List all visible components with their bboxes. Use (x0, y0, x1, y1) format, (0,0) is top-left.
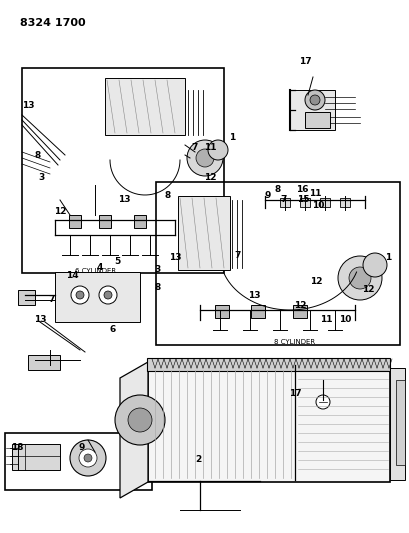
Bar (148, 362, 389, 482)
Bar (69, 215, 81, 228)
Text: 10: 10 (311, 200, 324, 209)
Circle shape (70, 440, 106, 476)
Bar (178, 196, 229, 270)
Text: 10: 10 (338, 316, 351, 325)
Bar (279, 198, 289, 207)
Circle shape (99, 286, 117, 304)
Text: 12: 12 (309, 278, 321, 287)
Bar (105, 78, 184, 135)
Text: 13: 13 (22, 101, 34, 110)
Circle shape (115, 395, 164, 445)
Bar (304, 112, 329, 128)
Circle shape (304, 90, 324, 110)
Text: 8 CYLINDER: 8 CYLINDER (273, 339, 315, 345)
Text: 17: 17 (298, 58, 310, 67)
Text: 11: 11 (319, 316, 331, 325)
Text: 3: 3 (39, 174, 45, 182)
Text: 7: 7 (234, 252, 240, 261)
Bar (18, 290, 35, 305)
Bar (319, 198, 329, 207)
Text: 11: 11 (308, 190, 321, 198)
FancyBboxPatch shape (147, 358, 389, 370)
Text: 14: 14 (65, 271, 78, 279)
Bar (155, 182, 399, 345)
Bar (250, 305, 264, 318)
Bar (214, 305, 229, 318)
Circle shape (71, 286, 89, 304)
Text: 4: 4 (97, 263, 103, 272)
Text: 16: 16 (295, 185, 308, 195)
Text: 8: 8 (35, 150, 41, 159)
Bar (99, 215, 111, 228)
Circle shape (207, 140, 227, 160)
Bar (22, 68, 223, 273)
Bar (395, 380, 404, 465)
Bar (12, 444, 60, 470)
Bar (292, 305, 306, 318)
Text: 12: 12 (361, 286, 373, 295)
Text: 12: 12 (203, 174, 216, 182)
Text: 13: 13 (34, 316, 46, 325)
Circle shape (84, 454, 92, 462)
Circle shape (362, 253, 386, 277)
Text: 13: 13 (117, 195, 130, 204)
Bar (389, 368, 404, 480)
Text: 9: 9 (264, 191, 270, 200)
Bar (28, 355, 60, 370)
Bar (5, 433, 152, 490)
Circle shape (315, 395, 329, 409)
Text: 8324 1700: 8324 1700 (20, 18, 85, 28)
Text: 8: 8 (274, 185, 281, 195)
Bar (134, 215, 146, 228)
Bar (55, 272, 139, 322)
Bar (339, 198, 349, 207)
Text: 7: 7 (191, 142, 198, 151)
Circle shape (128, 408, 152, 432)
Text: 8: 8 (155, 284, 161, 293)
Text: 7: 7 (49, 295, 55, 304)
Text: 3: 3 (155, 265, 161, 274)
Bar (289, 90, 334, 130)
Circle shape (187, 140, 222, 176)
Circle shape (76, 291, 84, 299)
Text: 13: 13 (247, 292, 260, 301)
Circle shape (348, 267, 370, 289)
Text: 8: 8 (164, 191, 171, 200)
Text: 9: 9 (79, 443, 85, 453)
Text: 1: 1 (228, 133, 234, 142)
Text: 7: 7 (280, 196, 286, 205)
Text: 6 CYLINDER: 6 CYLINDER (75, 268, 116, 274)
Circle shape (104, 291, 112, 299)
Circle shape (337, 256, 381, 300)
Text: 1: 1 (384, 254, 390, 262)
Text: 13: 13 (169, 254, 181, 262)
Text: 15: 15 (296, 196, 308, 205)
Bar (299, 198, 309, 207)
Circle shape (79, 449, 97, 467)
Circle shape (196, 149, 213, 167)
Text: 5: 5 (114, 257, 120, 266)
Text: 6: 6 (110, 326, 116, 335)
Polygon shape (120, 362, 148, 498)
Text: 12: 12 (293, 301, 306, 310)
Text: 17: 17 (288, 389, 301, 398)
Circle shape (309, 95, 319, 105)
Text: 2: 2 (194, 456, 201, 464)
Text: 18: 18 (11, 443, 23, 453)
Text: 12: 12 (54, 207, 66, 216)
Text: 11: 11 (203, 142, 216, 151)
